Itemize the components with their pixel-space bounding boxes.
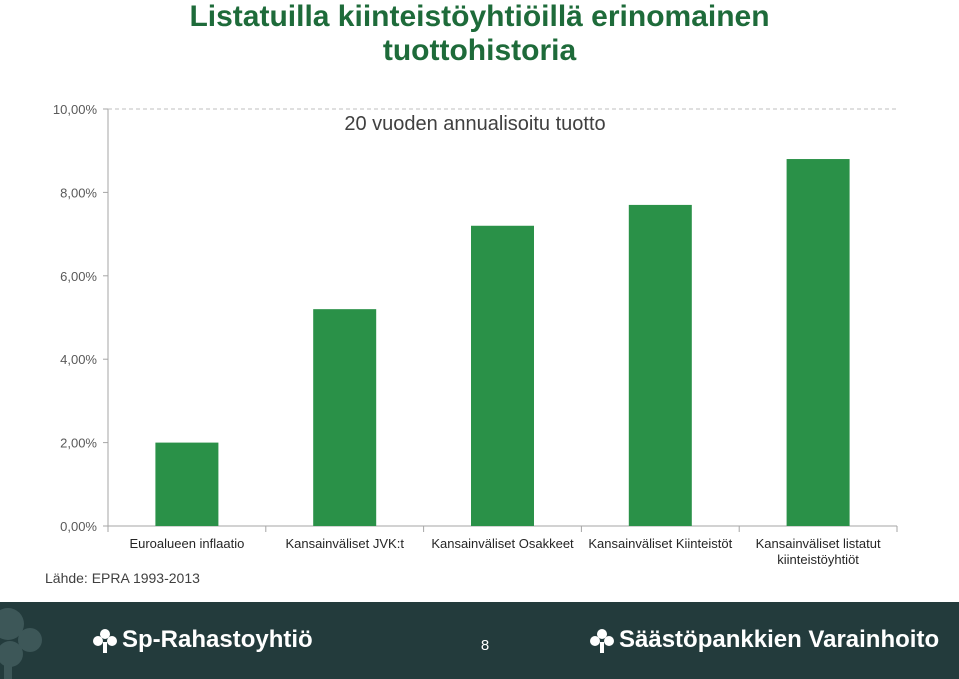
x-category-label: Kansainväliset Osakkeet xyxy=(431,536,574,551)
brand-sp-rahastoyhtio: Sp-Rahastoyhtiö xyxy=(92,626,313,654)
brand-right-label: Säästöpankkien Varainhoito xyxy=(619,626,940,653)
y-tick-label: 10,00% xyxy=(53,102,98,117)
x-category-label: Kansainväliset Kiinteistöt xyxy=(588,536,732,551)
y-tick-label: 8,00% xyxy=(60,185,97,200)
bar xyxy=(155,442,219,526)
brand-saastopankkien-varainhoito: Säästöpankkien Varainhoito xyxy=(589,626,939,654)
bar-chart: 20 vuoden annualisoitu tuotto 0,00% 2,00% 4… xyxy=(53,102,898,567)
page-number: 8 xyxy=(480,637,490,654)
slide-title-line-1: Listatuilla kiinteistöyhtiöillä erinomai… xyxy=(189,0,770,33)
y-tick-label: 0,00% xyxy=(60,519,97,534)
sp-leaf-logo-icon xyxy=(590,628,614,653)
bar xyxy=(786,159,850,526)
y-tick-label: 6,00% xyxy=(60,269,97,284)
x-category-label: Euroalueen inflaatio xyxy=(129,536,244,551)
bar xyxy=(628,204,692,526)
footer-bar: Sp-Rahastoyhtiö 8 Säästöpankkien Varainh… xyxy=(0,602,959,679)
y-tick-label: 2,00% xyxy=(60,436,97,451)
chart-title: 20 vuoden annualisoitu tuotto xyxy=(344,113,605,135)
bar xyxy=(471,225,534,526)
bar xyxy=(313,309,377,526)
brand-left-label: Sp-Rahastoyhtiö xyxy=(122,626,313,653)
slide-title: Listatuilla kiinteistöyhtiöillä erinomai… xyxy=(0,0,959,68)
y-tick-label: 4,00% xyxy=(60,352,97,367)
x-category-label: Kansainväliset listatut xyxy=(756,536,881,551)
decorative-tree-icon xyxy=(0,608,42,679)
slide-title-line-2: tuottohistoria xyxy=(382,34,577,67)
x-category-label: Kansainväliset JVK:t xyxy=(285,536,404,551)
sp-leaf-logo-icon xyxy=(93,628,117,653)
source-note: Lähde: EPRA 1993-2013 xyxy=(45,570,200,586)
x-category-label: kiinteistöyhtiöt xyxy=(777,552,859,567)
